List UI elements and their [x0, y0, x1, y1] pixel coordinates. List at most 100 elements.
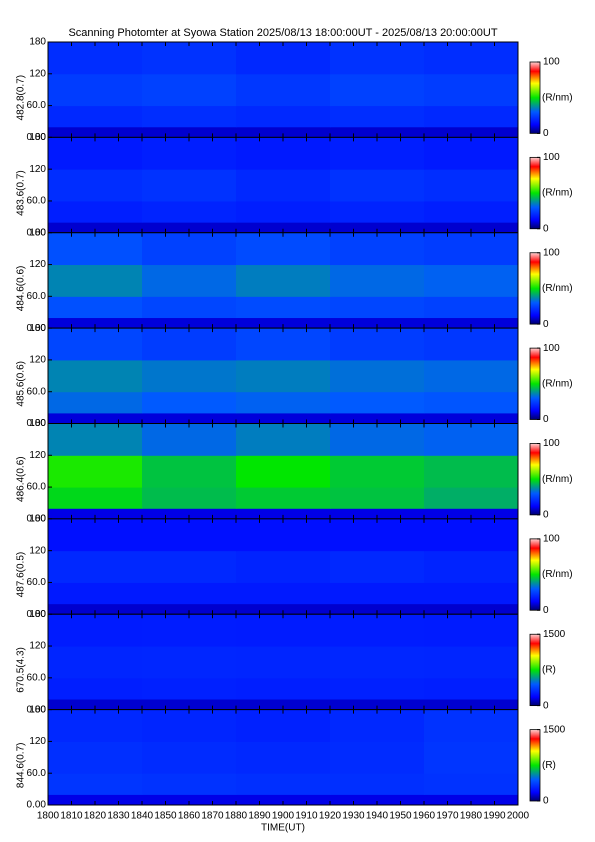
x-tick-label: 1940	[366, 811, 389, 822]
heatmap-cell	[236, 794, 331, 806]
heatmap-cell	[236, 317, 331, 329]
heatmap-cell	[330, 508, 425, 520]
x-tick-label: 1830	[107, 811, 130, 822]
heatmap-cell	[142, 328, 237, 361]
x-tick-label: 1890	[248, 811, 271, 822]
heatmap-cell	[48, 646, 143, 679]
heatmap-cell	[330, 455, 425, 488]
heatmap-cell	[48, 328, 143, 361]
heatmap-cell	[48, 222, 143, 234]
x-tick-label: 1950	[389, 811, 412, 822]
heatmap-cell	[424, 646, 519, 679]
heatmap-cell	[48, 169, 143, 202]
heatmap-cell	[424, 741, 519, 774]
x-tick-label: 1860	[178, 811, 201, 822]
colorbar-tick-label: 1500	[543, 724, 566, 735]
heatmap-cell	[48, 137, 143, 170]
y-tick-label: 60.0	[27, 482, 47, 493]
heatmap-cell	[330, 126, 425, 138]
heatmap-cell	[236, 614, 331, 647]
y-tick-label: 60.0	[27, 577, 47, 588]
heatmap-cell	[330, 296, 425, 319]
heatmap-cell	[142, 646, 237, 679]
heatmap-cell	[142, 699, 237, 711]
heatmap-cell	[330, 200, 425, 223]
heatmap-cell	[236, 359, 331, 393]
x-tick-label: 1980	[460, 811, 483, 822]
heatmap-cell	[142, 709, 237, 742]
heatmap-cell	[424, 359, 519, 393]
heatmap-cell	[424, 487, 519, 509]
heatmap-cell	[48, 105, 143, 128]
y-axis-label: 484.6(0.6)	[16, 266, 27, 312]
heatmap-cell	[236, 677, 331, 700]
y-tick-label: 120	[29, 355, 46, 366]
colorbar-tick-label: 0	[543, 223, 549, 234]
y-tick-label: 0.00	[27, 514, 47, 525]
y-axis-label: 487.6(0.5)	[16, 552, 27, 598]
heatmap-cell	[142, 391, 237, 414]
heatmap-cell	[236, 423, 331, 456]
x-tick-label: 1910	[295, 811, 318, 822]
heatmap-cell	[48, 773, 143, 795]
colorbar-label: (R)	[542, 760, 556, 771]
colorbar-tick-label: 100	[543, 57, 560, 68]
heatmap-cell	[142, 518, 237, 552]
heatmap-cell	[236, 264, 331, 297]
page-title: Scanning Photomter at Syowa Station 2025…	[68, 27, 497, 39]
heatmap-cell	[48, 709, 143, 742]
heatmap-cell	[424, 391, 519, 414]
heatmap-cell	[236, 391, 331, 414]
heatmap-cell	[236, 773, 331, 795]
y-tick-label: 120	[29, 641, 46, 652]
heatmap-cell	[142, 296, 237, 319]
heatmap-cell	[424, 794, 519, 806]
colorbar-label: (R/nm)	[542, 92, 573, 103]
heatmap-cell	[142, 423, 237, 456]
colorbar	[529, 443, 541, 516]
x-tick-label: 1810	[60, 811, 83, 822]
heatmap-cell	[142, 264, 237, 297]
x-tick-label: 1870	[201, 811, 224, 822]
heatmap-cell	[236, 412, 331, 424]
heatmap-cell	[142, 73, 237, 107]
heatmap-cell	[142, 677, 237, 700]
colorbar-tick-label: 0	[543, 510, 549, 521]
heatmap-cell	[330, 582, 425, 605]
colorbar	[529, 347, 541, 420]
y-tick-label: 0.00	[27, 418, 47, 429]
heatmap-cell	[48, 391, 143, 414]
heatmap-cell	[424, 455, 519, 488]
heatmap-cell	[142, 603, 237, 615]
x-tick-label: 1880	[225, 811, 248, 822]
heatmap-cell	[142, 412, 237, 424]
heatmap-cell	[424, 169, 519, 202]
y-tick-label: 0.00	[27, 132, 47, 143]
y-tick-label: 120	[29, 259, 46, 270]
y-axis-label: 482.8(0.7)	[16, 75, 27, 121]
heatmap-cell	[330, 423, 425, 456]
heatmap-cell	[330, 264, 425, 297]
x-tick-label: 1800	[37, 811, 60, 822]
heatmap-cell	[142, 169, 237, 202]
heatmap-cell	[236, 646, 331, 679]
heatmap-cell	[236, 105, 331, 128]
heatmap-cell	[48, 508, 143, 520]
heatmap-cell	[424, 328, 519, 361]
colorbar	[529, 61, 541, 134]
heatmap-cell	[142, 582, 237, 605]
heatmap-cell	[236, 137, 331, 170]
heatmap-cell	[142, 614, 237, 647]
heatmap-cell	[48, 794, 143, 806]
colorbar-tick-label: 0	[543, 319, 549, 330]
heatmap-cell	[330, 699, 425, 711]
heatmap-cell	[330, 42, 425, 75]
heatmap-cell	[48, 677, 143, 700]
colorbar-tick-label: 100	[543, 152, 560, 163]
colorbar-tick-label: 100	[543, 534, 560, 545]
heatmap-cell	[330, 614, 425, 647]
heatmap-cell	[236, 550, 331, 583]
colorbar-label: (R/nm)	[542, 188, 573, 199]
heatmap-cell	[330, 359, 425, 393]
y-tick-label: 60.0	[27, 672, 47, 683]
